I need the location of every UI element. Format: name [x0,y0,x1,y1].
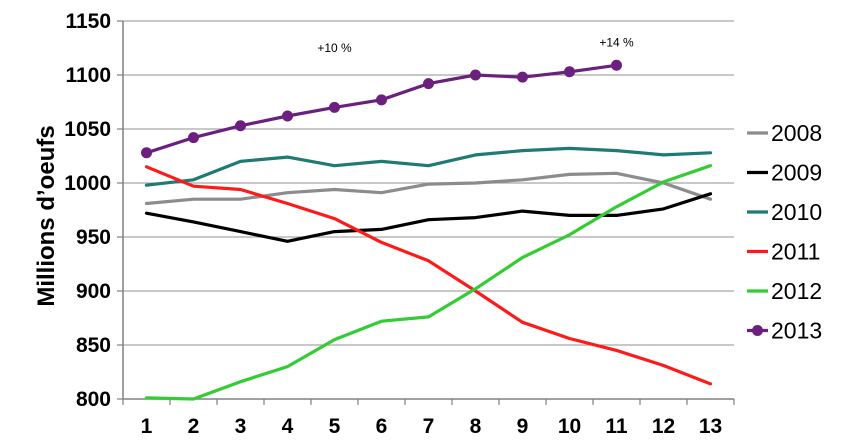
series-line-2009 [144,192,713,243]
y-axis-title: Millions d’oeufs [33,125,60,306]
data-point-2013 [470,69,481,81]
y-tick-label: 1100 [65,64,111,87]
data-point-2013 [235,120,246,132]
data-point-2013 [141,147,152,159]
legend-label-2013: 2013 [771,318,822,344]
data-point-2013 [282,110,293,122]
legend-label-2009: 2009 [771,160,822,186]
x-tick-label: 2 [188,415,200,438]
x-tick-label: 6 [376,415,388,438]
legend: 2008 2009 2010 2011 2012 2013 [747,120,822,344]
legend-label-2011: 2011 [771,239,820,265]
x-tick-label: 11 [605,415,628,438]
legend-marker-2013 [752,325,763,336]
series-line-2008 [144,171,713,206]
data-point-2013 [329,101,340,113]
data-point-2013 [423,78,434,90]
series-line-2010 [144,146,713,187]
series-line-2011 [144,165,713,386]
x-tick-label: 3 [235,415,247,438]
axis-layer [117,20,735,405]
x-tick-label: 9 [517,415,529,438]
y-tick-label: 950 [76,226,111,249]
series-line-2013 [144,63,619,155]
x-tick-label: 4 [282,415,294,438]
y-tick-label: 850 [76,334,111,357]
data-point-2013 [611,59,622,71]
x-tick-label: 10 [558,415,581,438]
y-tick-label: 900 [76,280,111,303]
y-tick-label: 1000 [64,172,111,195]
series-layer [141,59,713,401]
y-tick-label: 1150 [65,10,111,33]
x-tick-label: 8 [470,415,482,438]
y-tick-label: 1050 [64,118,111,141]
data-point-2013 [564,66,575,78]
legend-label-2010: 2010 [771,199,822,225]
data-point-2013 [376,94,387,106]
x-tick-label: 7 [423,415,435,438]
annotations-layer: +10 % +14 % [317,36,634,55]
legend-label-2012: 2012 [771,278,822,304]
series-line-2012 [144,164,713,401]
y-tick-label: 800 [76,388,111,411]
x-tick-labels: 1 2 3 4 5 6 7 8 9 10 11 12 13 [141,415,723,438]
legend-label-2008: 2008 [771,120,822,146]
annotation-label: +14 % [599,36,634,50]
x-tick-label: 1 [141,415,153,438]
y-tick-labels: 800 850 900 950 1000 1050 1100 1150 [64,10,111,411]
x-tick-label: 13 [699,415,722,438]
annotation-label: +10 % [317,41,352,55]
data-point-2013 [188,132,199,144]
x-tick-label: 12 [652,415,675,438]
x-tick-label: 5 [329,415,341,438]
data-point-2013 [517,71,528,83]
